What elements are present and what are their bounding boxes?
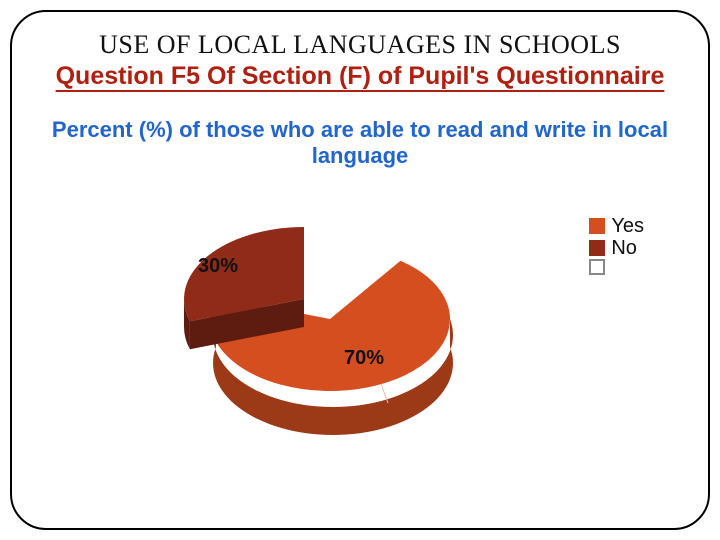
legend-item-no: No	[589, 237, 644, 259]
chart-area: 30% 70% Yes No	[30, 179, 690, 479]
legend-label-no: No	[611, 237, 637, 259]
legend-swatch-no	[589, 240, 605, 256]
slice-label-no: 30%	[198, 255, 238, 278]
legend: Yes No	[589, 215, 644, 275]
slice-label-yes: 70%	[344, 347, 384, 370]
legend-item-empty	[589, 259, 644, 275]
slide-frame: USE OF LOCAL LANGUAGES IN SCHOOLS Questi…	[10, 10, 710, 530]
page-title: USE OF LOCAL LANGUAGES IN SCHOOLS	[30, 30, 690, 60]
legend-item-yes: Yes	[589, 215, 644, 237]
pie-chart	[160, 209, 470, 459]
chart-caption: Percent (%) of those who are able to rea…	[30, 117, 690, 169]
legend-label-yes: Yes	[611, 215, 644, 237]
legend-swatch-yes	[589, 218, 605, 234]
page-subtitle: Question F5 Of Section (F) of Pupil's Qu…	[30, 62, 690, 91]
legend-swatch-empty	[589, 259, 605, 275]
